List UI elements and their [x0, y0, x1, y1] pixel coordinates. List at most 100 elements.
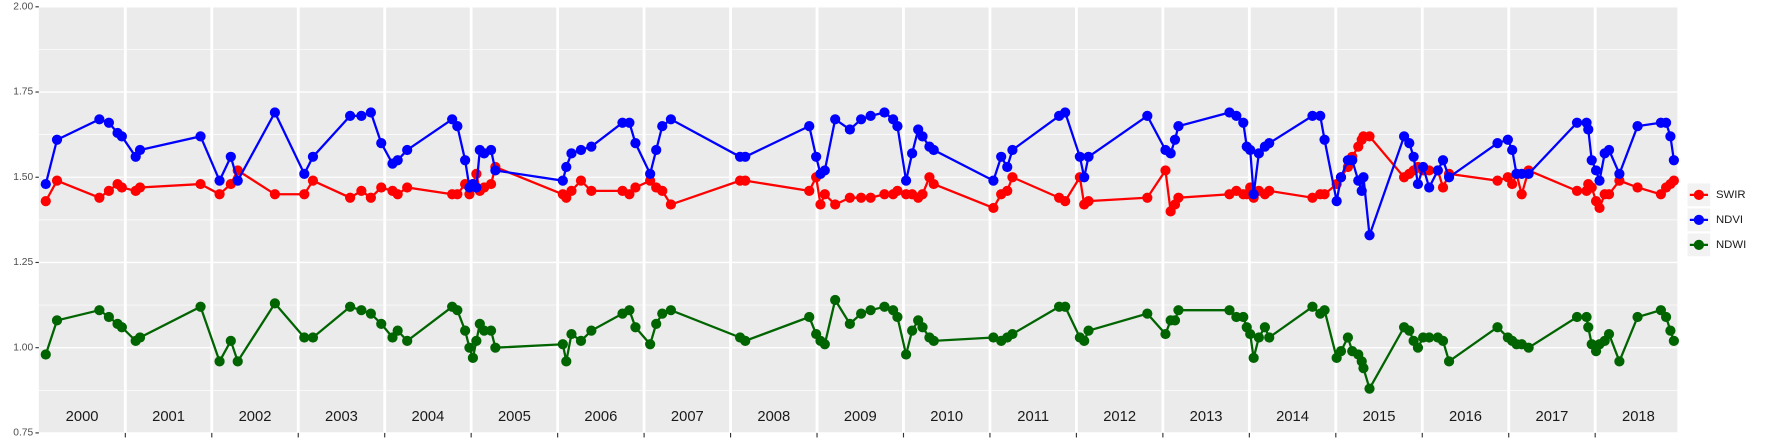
point — [402, 335, 413, 346]
year-label: 2003 — [325, 409, 358, 425]
point — [665, 114, 677, 125]
point — [1248, 352, 1259, 364]
point — [879, 301, 890, 312]
point — [865, 305, 876, 316]
point — [1603, 144, 1615, 156]
point — [928, 335, 939, 346]
point — [856, 114, 867, 125]
point — [214, 189, 225, 200]
point — [917, 322, 928, 333]
point — [865, 110, 876, 122]
point — [1586, 182, 1597, 193]
point — [575, 175, 587, 186]
point — [1160, 165, 1171, 176]
point — [907, 325, 918, 336]
legend-label: SWIR — [1716, 189, 1746, 201]
point — [345, 110, 356, 122]
point — [103, 117, 115, 128]
point — [1443, 356, 1455, 367]
point — [365, 192, 376, 203]
point — [1660, 117, 1672, 128]
point — [566, 185, 577, 197]
point — [1668, 155, 1679, 166]
point — [879, 189, 890, 200]
point — [557, 339, 568, 350]
point — [892, 121, 903, 132]
point — [1142, 110, 1153, 122]
point — [402, 182, 413, 193]
point — [630, 138, 641, 149]
point — [1335, 172, 1347, 183]
point — [116, 131, 127, 142]
point — [464, 342, 475, 353]
point — [392, 325, 403, 336]
point — [356, 305, 367, 316]
point — [307, 151, 319, 162]
point — [134, 144, 146, 156]
point — [1364, 131, 1375, 142]
point — [1632, 311, 1643, 323]
point — [1404, 325, 1415, 336]
point — [1668, 335, 1679, 346]
point — [651, 144, 662, 156]
point — [844, 124, 855, 135]
legend-point — [1693, 239, 1705, 250]
point — [1492, 322, 1503, 333]
point — [1356, 185, 1367, 197]
point — [630, 182, 641, 193]
point — [988, 175, 999, 186]
year-label: 2000 — [66, 409, 99, 425]
point — [566, 328, 577, 340]
year-label: 2014 — [1276, 409, 1309, 425]
point — [1002, 185, 1013, 197]
point — [1358, 363, 1369, 374]
point — [1665, 131, 1676, 142]
point — [490, 165, 501, 176]
point — [485, 325, 497, 336]
point — [1248, 189, 1259, 200]
point — [1412, 342, 1424, 353]
point — [657, 185, 668, 197]
point — [1060, 196, 1071, 207]
point — [1335, 345, 1347, 357]
point — [657, 121, 668, 132]
point — [1571, 311, 1583, 323]
point — [1060, 107, 1071, 118]
point — [665, 199, 677, 210]
point — [575, 335, 587, 346]
point — [299, 168, 310, 179]
point — [51, 315, 63, 326]
point — [1331, 196, 1342, 207]
point — [94, 192, 105, 203]
point — [356, 185, 367, 197]
point — [195, 301, 206, 312]
point — [116, 322, 127, 333]
y-tick-label: 1.75 — [13, 87, 33, 98]
point — [307, 332, 319, 343]
point — [830, 199, 841, 210]
point — [1074, 151, 1085, 162]
point — [1665, 325, 1676, 336]
point — [900, 349, 912, 360]
point — [1432, 165, 1443, 176]
point — [996, 151, 1007, 162]
point — [365, 107, 376, 118]
point — [1238, 311, 1249, 323]
point — [40, 196, 51, 207]
point — [557, 175, 568, 186]
point — [1007, 144, 1018, 156]
point — [356, 110, 367, 122]
point — [988, 332, 999, 343]
year-label: 2017 — [1536, 409, 1569, 425]
point — [195, 178, 206, 190]
point — [1614, 168, 1625, 179]
point — [1083, 196, 1094, 207]
point — [1583, 322, 1594, 333]
year-label: 2005 — [498, 409, 531, 425]
point — [1173, 192, 1184, 203]
point — [1492, 138, 1503, 149]
legend-label: NDVI — [1716, 214, 1743, 226]
point — [402, 144, 413, 156]
point — [1245, 328, 1256, 340]
point — [467, 352, 479, 364]
